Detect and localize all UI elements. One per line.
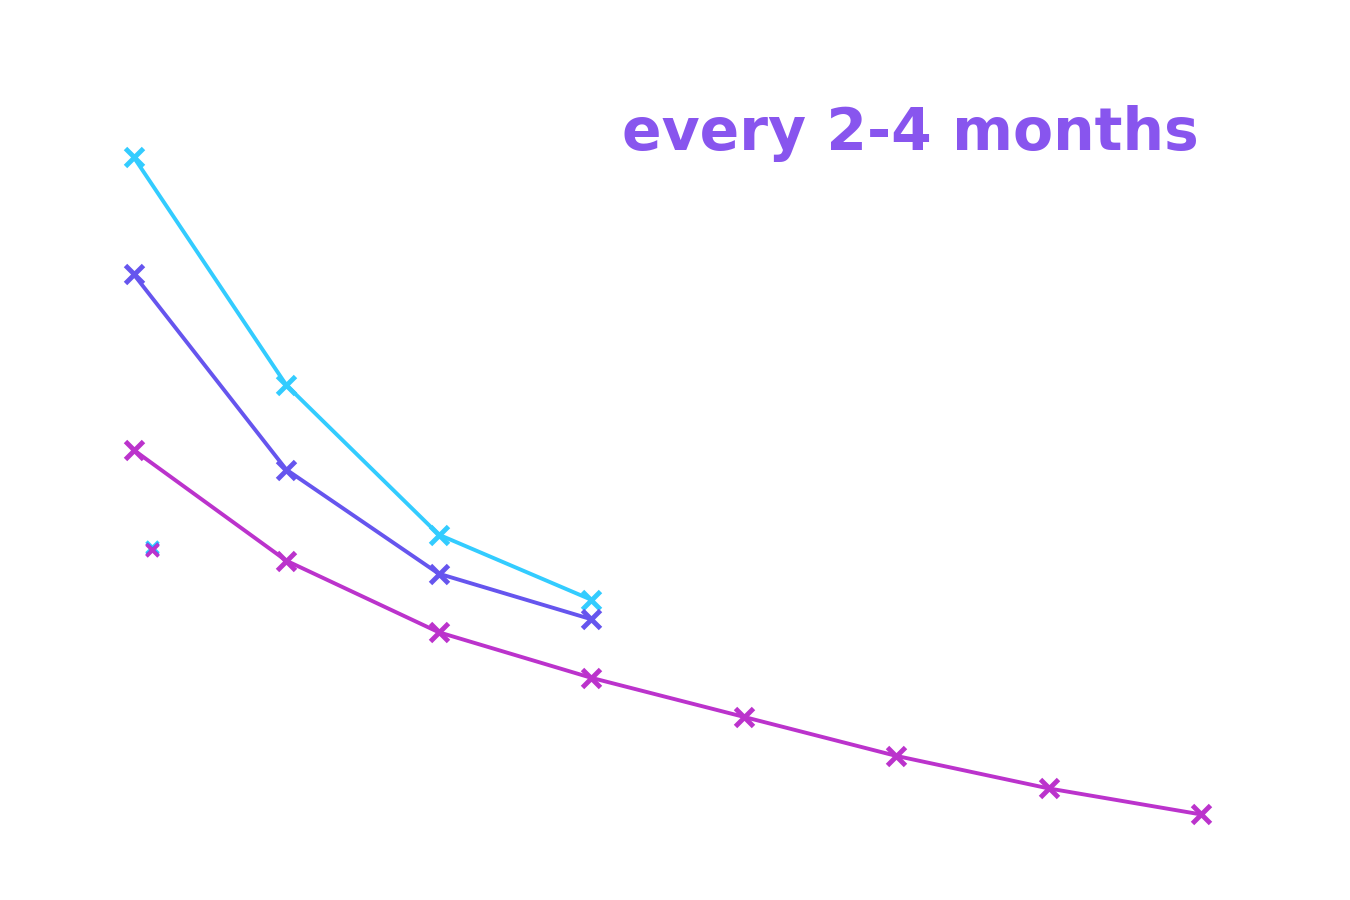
Text: every 2-4 months: every 2-4 months <box>621 105 1199 162</box>
Legend: , , : , , <box>151 546 153 551</box>
